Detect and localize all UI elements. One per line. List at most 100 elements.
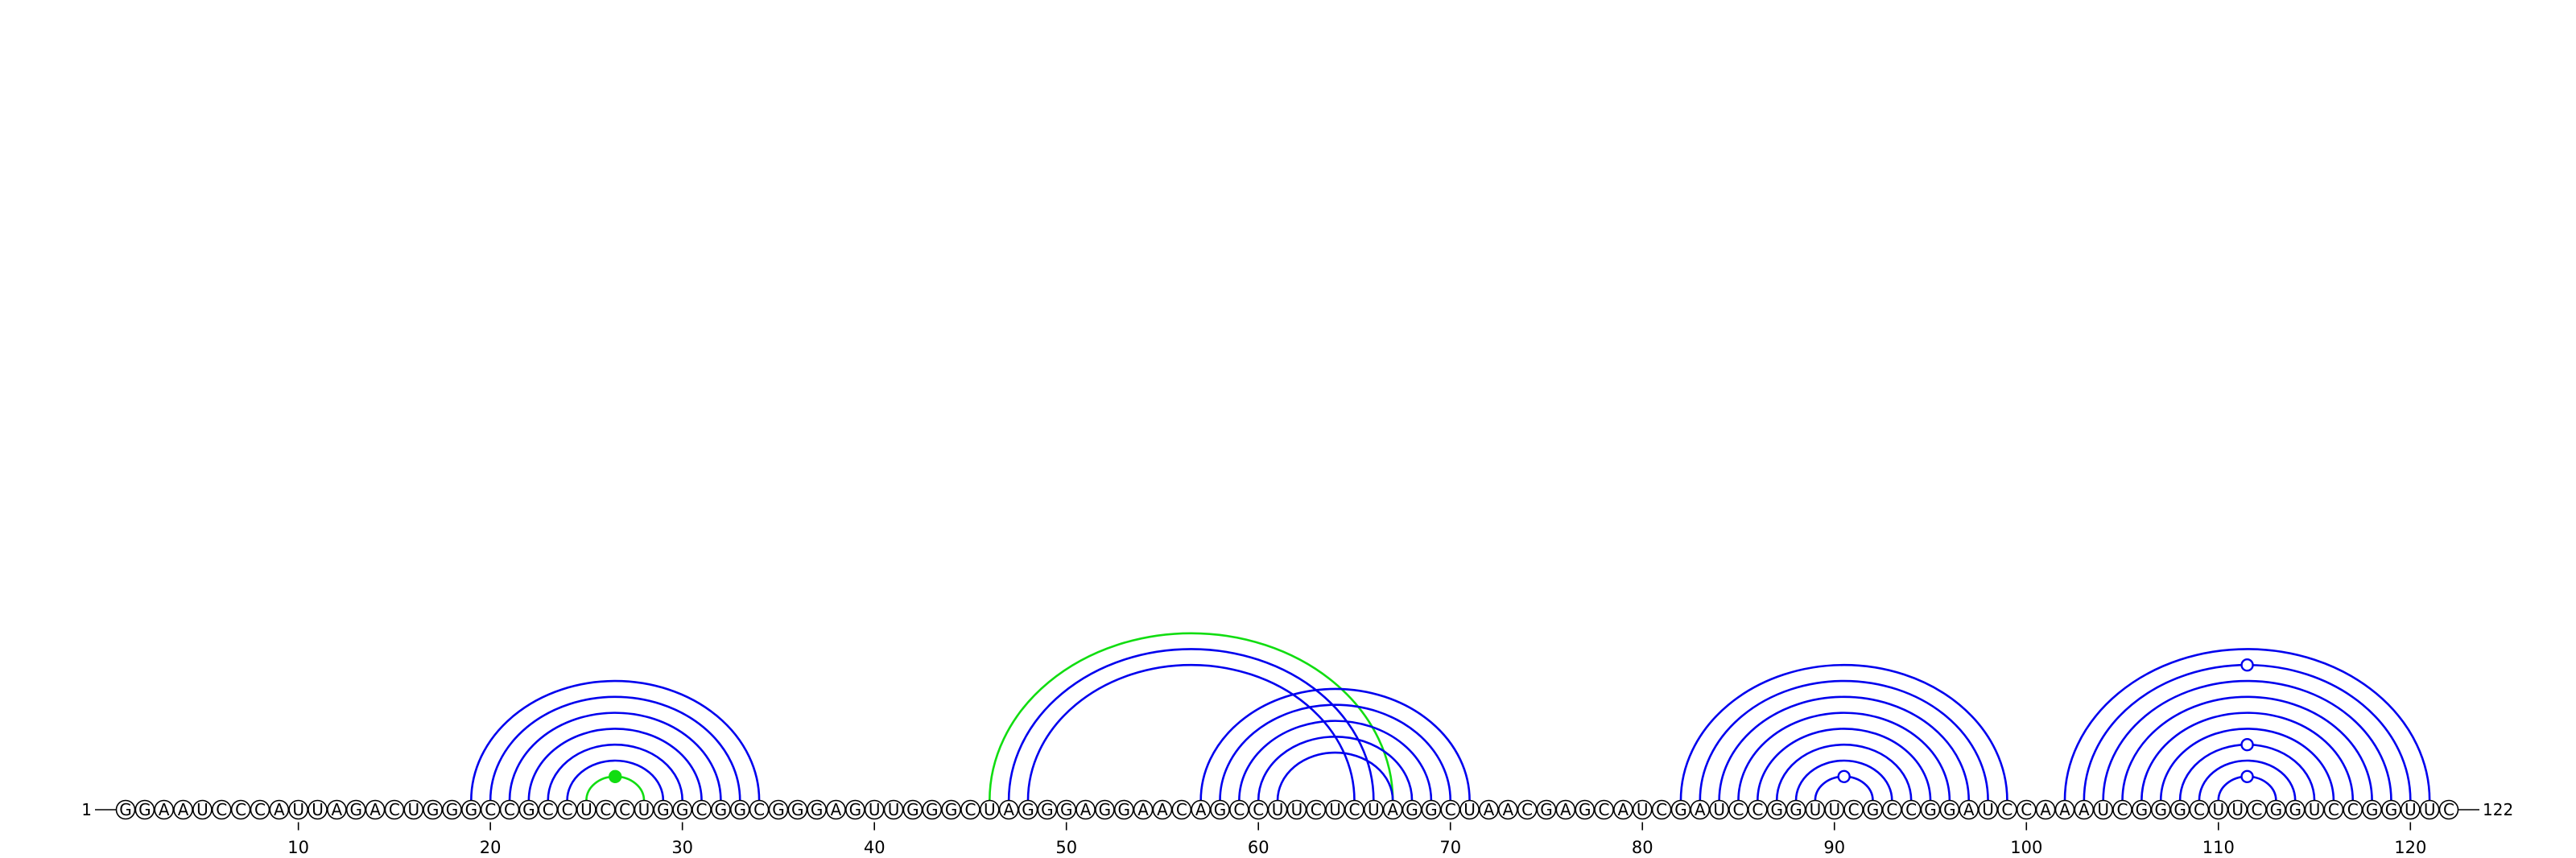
- nucleotide-letter: C: [2443, 800, 2454, 819]
- base-pair-arc-106-117: [2140, 712, 2355, 801]
- nucleotide-circle: [787, 799, 808, 820]
- nucleotide: C: [691, 799, 712, 820]
- nucleotide-letter: C: [600, 800, 611, 819]
- nucleotide: C: [1344, 799, 1364, 820]
- nucleotide: G: [1536, 799, 1557, 820]
- tick-label: 90: [1823, 838, 1845, 857]
- pair-marker-103-120: [2240, 658, 2254, 672]
- nucleotide-circle: [2035, 799, 2056, 820]
- nucleotide: A: [173, 799, 193, 820]
- nucleotide-letter: G: [1406, 800, 1418, 819]
- nucleotide-circle: [154, 799, 175, 820]
- nucleotide-letter: C: [1253, 800, 1264, 819]
- nucleotide-letter: C: [1521, 800, 1533, 819]
- nucleotide: U: [883, 799, 904, 820]
- nucleotide: C: [1229, 799, 1249, 820]
- base-pair-arc-22-31: [527, 728, 703, 801]
- nucleotide-letter: C: [1733, 800, 1744, 819]
- nucleotide: U: [634, 799, 654, 820]
- nucleotide: G: [711, 799, 731, 820]
- nucleotide-circle: [1191, 799, 1211, 820]
- nucleotide-circle: [230, 799, 251, 820]
- nucleotide-circle: [576, 799, 597, 820]
- nucleotide-letter: G: [349, 800, 362, 819]
- nucleotide-circle: [1229, 799, 1249, 820]
- nucleotide-letter: U: [2212, 800, 2224, 819]
- base-pair-arc-104-119: [2102, 679, 2392, 801]
- nucleotide: G: [1920, 799, 1941, 820]
- nucleotide-letter: C: [1348, 800, 1360, 819]
- nucleotide: C: [1248, 799, 1269, 820]
- nucleotide-circle: [1670, 799, 1691, 820]
- nucleotide-letter: G: [446, 800, 459, 819]
- nucleotide-letter: G: [1060, 800, 1073, 819]
- base-pair-arc-58-70: [1219, 703, 1452, 801]
- nucleotide-circle: [1133, 799, 1154, 820]
- nucleotide-circle: [327, 799, 347, 820]
- nucleotide-letter: G: [1099, 800, 1112, 819]
- pair-marker-110-113: [2240, 769, 2254, 784]
- nucleotide: C: [2112, 799, 2132, 820]
- nucleotide: G: [1421, 799, 1442, 820]
- nucleotide-letter: C: [1445, 800, 1456, 819]
- nucleotide: C: [1748, 799, 1768, 820]
- nucleotide-circle: [518, 799, 539, 820]
- base-pair-arc-60-68: [1257, 736, 1414, 801]
- nucleotide-letter: C: [1176, 800, 1187, 819]
- nucleotide-circle: [2285, 799, 2306, 820]
- nucleotide-circle: [1690, 799, 1711, 820]
- nucleotide-circle: [614, 799, 635, 820]
- nucleotide-letter: C: [2328, 800, 2339, 819]
- nucleotide-letter: C: [254, 800, 266, 819]
- nucleotide-circle: [2150, 799, 2171, 820]
- nucleotide-letter: C: [1233, 800, 1245, 819]
- nucleotide: A: [2074, 799, 2095, 820]
- nucleotide-letter: C: [2194, 800, 2205, 819]
- tick-label: 70: [1439, 838, 1461, 857]
- nucleotide: G: [2362, 799, 2382, 820]
- nucleotide: C: [480, 799, 501, 820]
- nucleotide-letter: A: [1157, 800, 1168, 819]
- nucleotide: C: [211, 799, 232, 820]
- nucleotide: A: [1497, 799, 1518, 820]
- nucleotide: G: [115, 799, 136, 820]
- nucleotide-letter: U: [1329, 800, 1341, 819]
- nucleotide-letter: U: [984, 800, 996, 819]
- nucleotide: G: [672, 799, 692, 820]
- nucleotide: C: [2247, 799, 2267, 820]
- tick-label: 80: [1632, 838, 1653, 857]
- nucleotide-circle: [1575, 799, 1595, 820]
- nucleotide: C: [1901, 799, 1922, 820]
- nucleotide-letter: C: [504, 800, 515, 819]
- nucleotide-circle: [192, 799, 213, 820]
- nucleotide-circle: [2227, 799, 2248, 820]
- nucleotide-letter: A: [1618, 800, 1629, 819]
- nucleotide: G: [1037, 799, 1058, 820]
- nucleotide-circle: [807, 799, 827, 820]
- nucleotide: A: [1690, 799, 1711, 820]
- base-pair-arc-47-66: [1007, 648, 1375, 801]
- nucleotide: A: [1382, 799, 1403, 820]
- nucleotide-circle: [1459, 799, 1480, 820]
- nucleotide-circle: [1651, 799, 1672, 820]
- nucleotide-letter: G: [1425, 800, 1438, 819]
- nucleotide: U: [1364, 799, 1384, 820]
- nucleotide-circle: [134, 799, 155, 820]
- nucleotide: G: [2285, 799, 2306, 820]
- base-pair-arc-23-30: [547, 743, 683, 801]
- base-pair-arc-85-96: [1737, 712, 1951, 801]
- nucleotide-letter: A: [332, 800, 343, 819]
- nucleotide-letter: A: [1560, 800, 1571, 819]
- nucleotide: G: [787, 799, 808, 820]
- nucleotide: A: [365, 799, 386, 820]
- nucleotide-letter: G: [2174, 800, 2186, 819]
- nucleotide-letter: G: [906, 800, 919, 819]
- nucleotide-letter: C: [753, 800, 765, 819]
- nucleotide-letter: G: [1041, 800, 1054, 819]
- nucleotide-letter: C: [543, 800, 554, 819]
- nucleotide: A: [2035, 799, 2056, 820]
- nucleotide-letter: U: [1463, 800, 1476, 819]
- nucleotide-circle: [173, 799, 193, 820]
- nucleotide-circle: [442, 799, 462, 820]
- nucleotide: U: [403, 799, 424, 820]
